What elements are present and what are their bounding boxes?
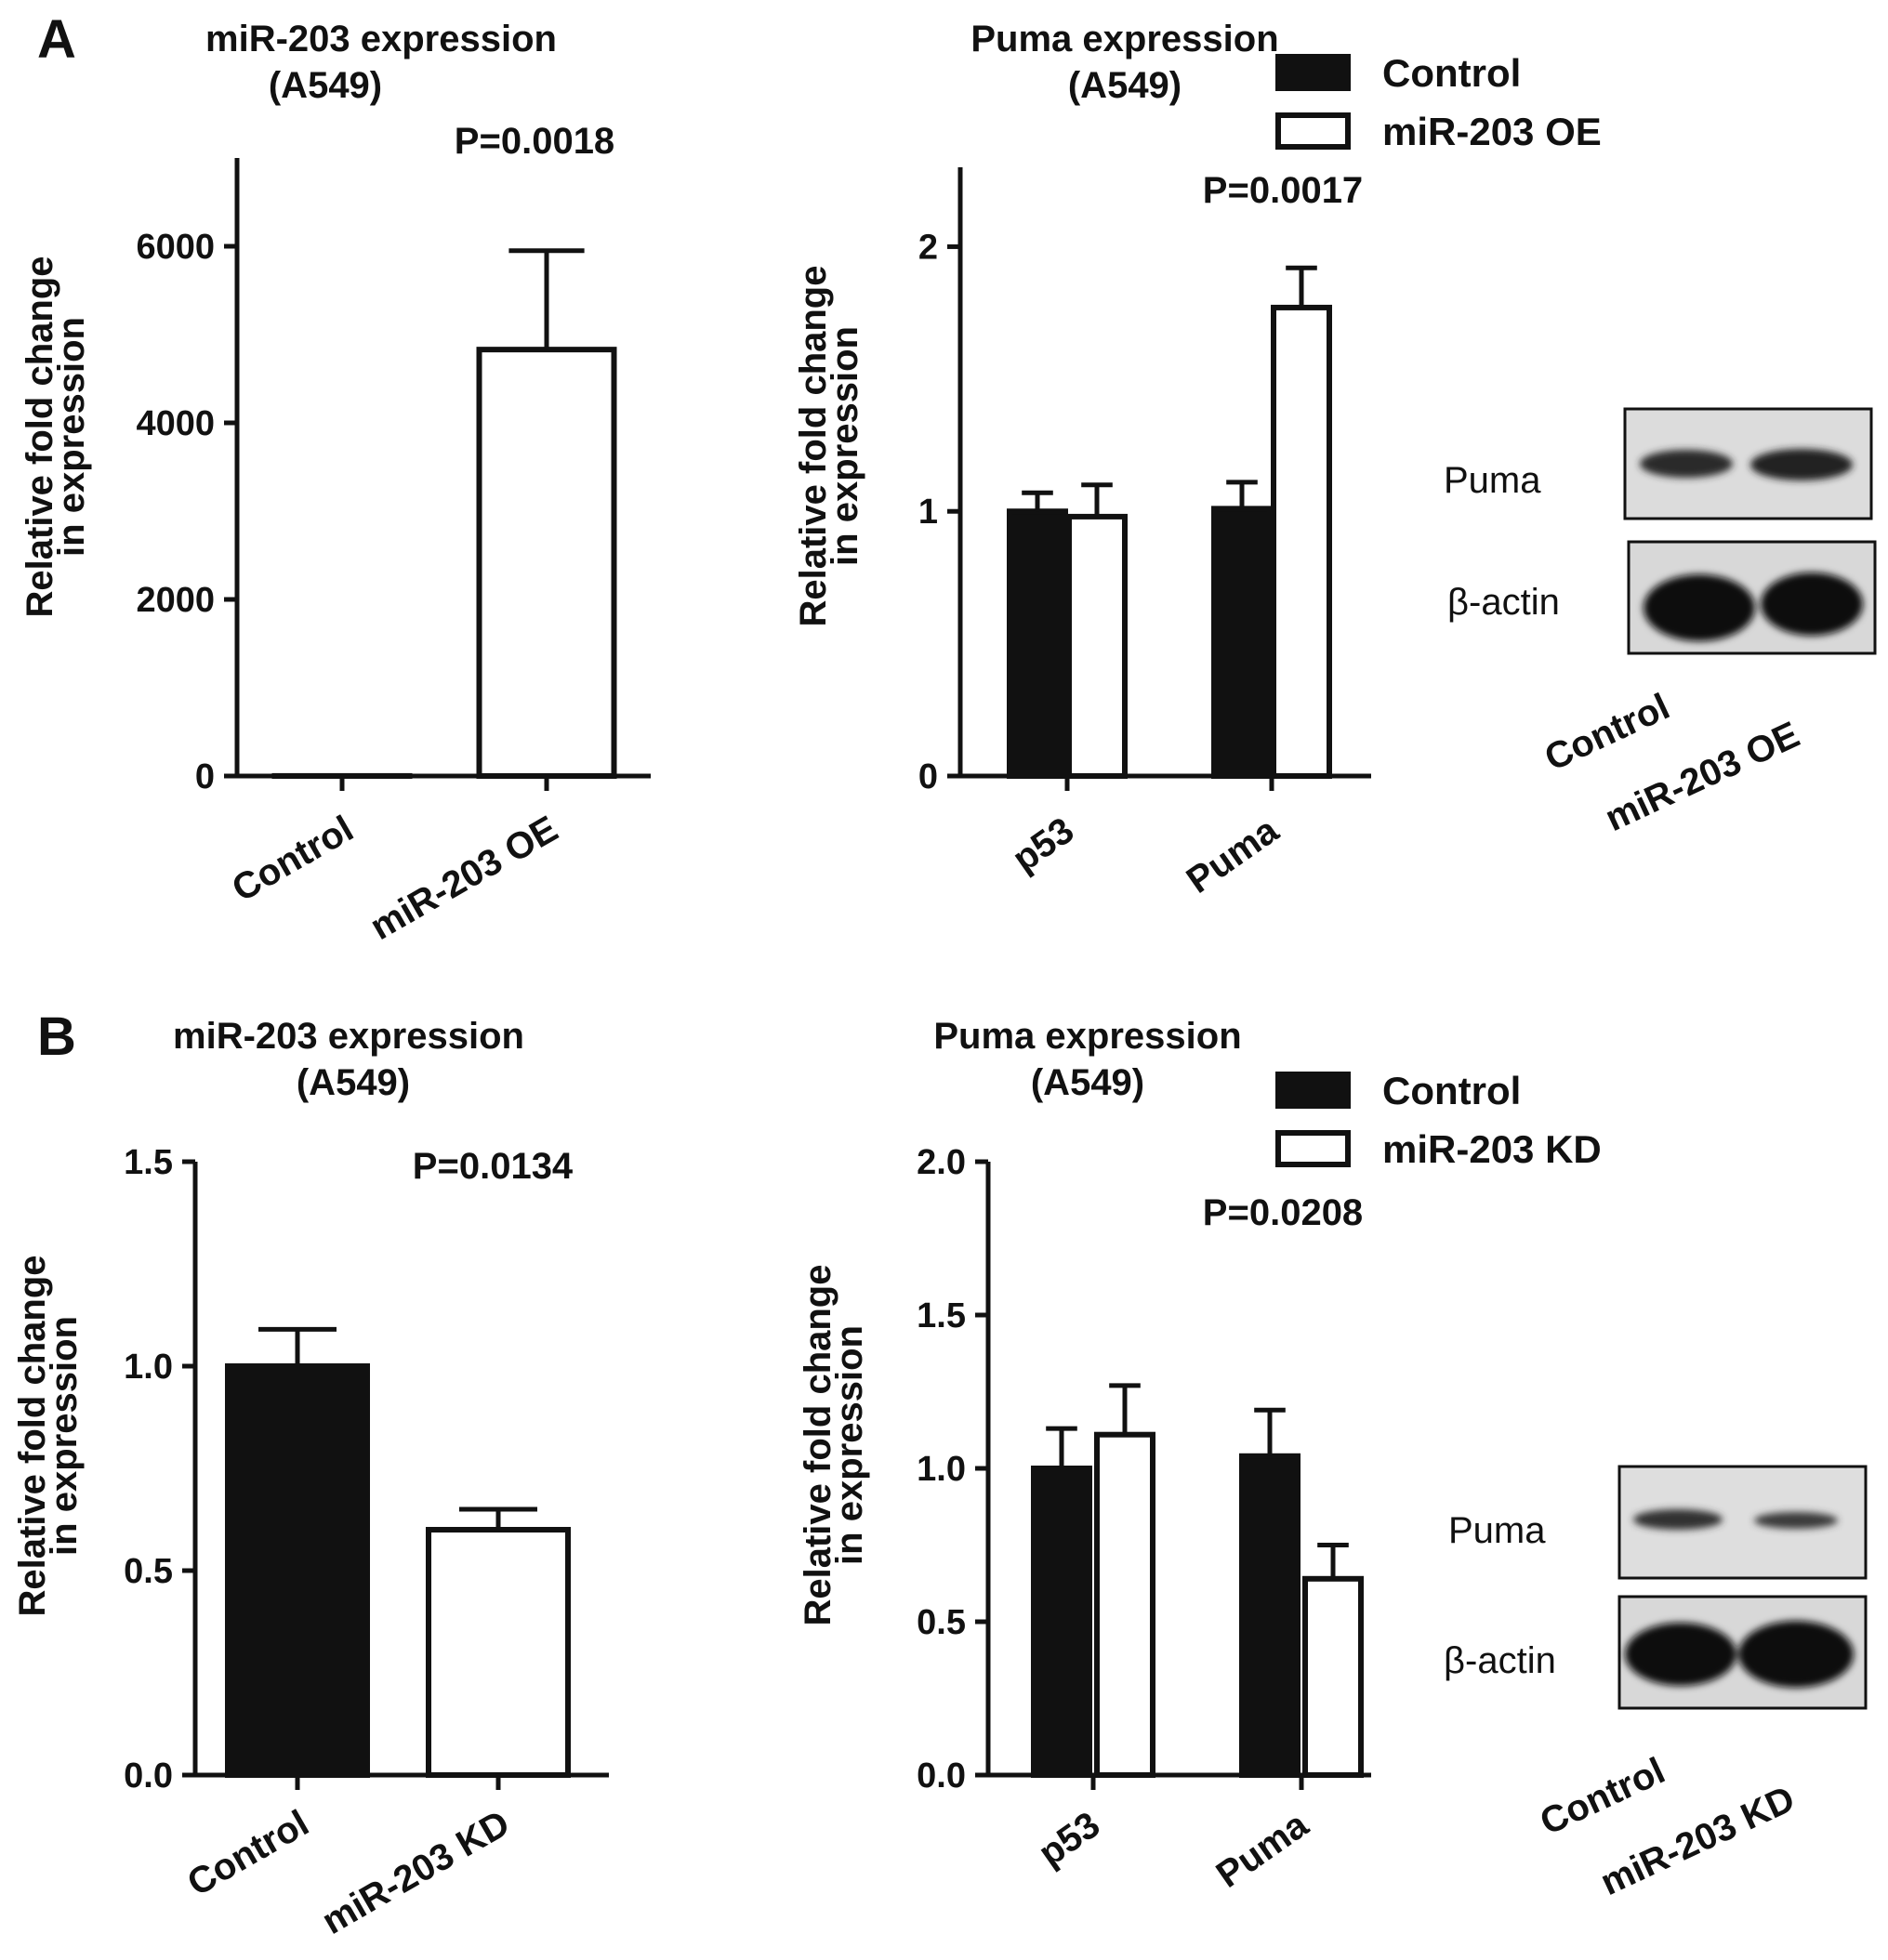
y-tick-label: 1.5 xyxy=(917,1296,966,1335)
y-tick-label: 2000 xyxy=(136,581,215,620)
p-value-annotation: P=0.0134 xyxy=(413,1146,574,1187)
y-tick-label: 0.0 xyxy=(124,1756,173,1796)
p-value-annotation: P=0.0208 xyxy=(1203,1192,1363,1233)
bar-puma-control xyxy=(1211,506,1273,779)
chart-a-right-puma-oe: Puma expression (A549) Relative fold chang… xyxy=(793,19,1602,901)
y-tick-label: 0.0 xyxy=(917,1756,966,1796)
y-tick-label: 6000 xyxy=(136,228,215,267)
legend-label-control: Control xyxy=(1382,51,1521,95)
chart-title: miR-203 expression xyxy=(173,1016,524,1057)
blot-a-lane-label-control: Control xyxy=(1538,686,1675,779)
chart-title: Puma expression xyxy=(970,19,1278,59)
chart-title: Puma expression xyxy=(933,1016,1241,1057)
blot-b-puma-band-kd xyxy=(1754,1512,1838,1529)
chart-subtitle: (A549) xyxy=(297,1062,410,1103)
x-category-label: Puma xyxy=(1180,809,1287,901)
blot-b-lane-label-control: Control xyxy=(1534,1750,1670,1843)
chart-b-left-mir203-kd: miR-203 expression (A549) Relative fold ch… xyxy=(12,1016,609,1942)
legend-swatch-control xyxy=(1275,1072,1351,1109)
x-category-label: p53 xyxy=(1031,1804,1107,1874)
blot-a-actin-band-oe xyxy=(1761,572,1863,636)
y-axis-label: Relative fold change xyxy=(20,257,60,618)
y-axis-label: Relative fold change xyxy=(798,1265,838,1626)
y-axis-label: Relative fold change xyxy=(12,1256,53,1617)
blot-a-puma-band-oe xyxy=(1750,449,1853,480)
panel-b-letter: B xyxy=(37,1006,76,1067)
blot-b-actin-band-kd xyxy=(1738,1621,1854,1688)
p-value-annotation: P=0.0017 xyxy=(1203,170,1363,211)
bar-puma-treated xyxy=(1302,1575,1364,1779)
bar-puma-treated xyxy=(1271,304,1332,779)
y-tick-label: 2.0 xyxy=(917,1143,966,1182)
bar-treated xyxy=(426,1527,571,1778)
blot-a-actin-band-control xyxy=(1644,574,1755,641)
y-tick-label: 1 xyxy=(918,493,938,532)
western-blot-a: Puma β-actin Control miR-203 OE xyxy=(1444,407,1877,839)
x-category-label: miR-203 KD xyxy=(315,1803,516,1942)
x-category-label: p53 xyxy=(1005,809,1081,880)
blot-b-row-label-actin: β-actin xyxy=(1444,1640,1556,1681)
blot-b-row-label-puma: Puma xyxy=(1448,1510,1546,1551)
bar-p53-treated xyxy=(1066,513,1128,779)
y-tick-label: 0 xyxy=(918,757,938,796)
y-tick-label: 0.5 xyxy=(124,1552,173,1591)
y-axis-label: Relative fold change xyxy=(793,266,834,627)
y-tick-label: 1.5 xyxy=(124,1143,173,1182)
legend-label-treated: miR-203 OE xyxy=(1382,110,1602,153)
y-tick-label: 4000 xyxy=(136,404,215,443)
bar-p53-control xyxy=(1007,508,1068,780)
x-category-label: Control xyxy=(225,809,360,910)
blot-a-row-label-puma: Puma xyxy=(1444,460,1541,501)
chart-title: miR-203 expression xyxy=(205,19,557,59)
y-axis-label-line2: in expression xyxy=(825,326,865,566)
x-category-label: Control xyxy=(180,1803,315,1904)
blot-b-puma-band-control xyxy=(1633,1509,1723,1530)
blot-b-actin-band-control xyxy=(1625,1623,1736,1686)
chart-b-right-puma-kd: Puma expression (A549) Relative fold chang… xyxy=(798,1016,1602,1896)
legend-label-treated: miR-203 KD xyxy=(1382,1127,1602,1171)
bar-treated xyxy=(476,347,617,779)
y-tick-label: 1.0 xyxy=(917,1450,966,1489)
x-category-label: Puma xyxy=(1209,1804,1316,1896)
legend-swatch-control xyxy=(1275,54,1351,91)
y-tick-label: 1.0 xyxy=(124,1348,173,1387)
bar-p53-treated xyxy=(1094,1431,1155,1778)
blot-a-row-label-actin: β-actin xyxy=(1447,582,1560,623)
bar-control xyxy=(225,1363,370,1778)
chart-subtitle: (A549) xyxy=(269,65,382,106)
western-blot-b: Puma β-actin Control miR-203 KD xyxy=(1444,1465,1868,1903)
x-category-label: miR-203 OE xyxy=(363,809,564,948)
y-axis-label-line2: in expression xyxy=(51,317,92,557)
p-value-annotation: P=0.0018 xyxy=(455,121,614,162)
legend-swatch-treated xyxy=(1275,1130,1351,1167)
chart-a-left-mir203-oe: miR-203 expression (A549) Relative fold ch… xyxy=(20,19,651,948)
bar-puma-control xyxy=(1239,1453,1300,1779)
legend-label-control: Control xyxy=(1382,1069,1521,1112)
y-axis-label-line2: in expression xyxy=(829,1325,870,1565)
y-tick-label: 0 xyxy=(195,757,215,796)
legend-swatch-treated xyxy=(1275,112,1351,150)
y-tick-label: 2 xyxy=(918,228,938,267)
chart-subtitle: (A549) xyxy=(1031,1062,1144,1103)
chart-subtitle: (A549) xyxy=(1068,65,1182,106)
y-tick-label: 0.5 xyxy=(917,1603,966,1642)
blot-a-puma-band-control xyxy=(1640,450,1733,478)
y-axis-label-line2: in expression xyxy=(44,1316,85,1556)
bar-p53-control xyxy=(1031,1466,1092,1778)
panel-a-letter: A xyxy=(37,9,76,70)
